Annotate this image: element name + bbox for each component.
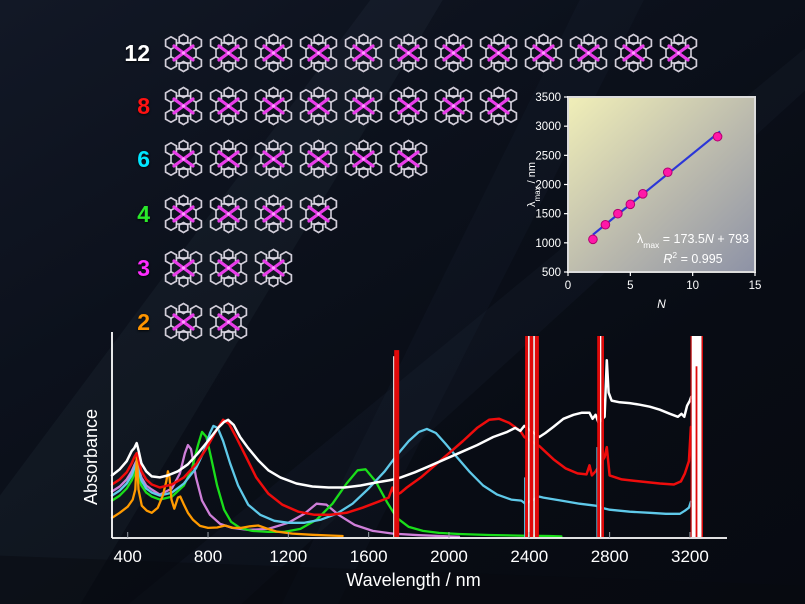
molecule-count-label: 12: [124, 39, 150, 66]
data-point: [712, 131, 723, 142]
data-point: [638, 189, 648, 199]
solvent-artifact-bar: [528, 336, 530, 537]
solvent-artifact-bar: [534, 336, 539, 537]
porphyrin-tape-series: 12 8 6 4 3 2: [0, 33, 701, 342]
solvent-artifact-bar: [524, 477, 526, 537]
molecule-row-6: 6: [0, 139, 431, 179]
molecule-count-label: 4: [137, 200, 150, 227]
molecule-count-label: 3: [137, 254, 150, 281]
porphyrin-tape: [164, 139, 428, 179]
x-tick-label: 2400: [510, 547, 548, 566]
inset-y-tick-label: 3000: [535, 121, 561, 133]
inset-x-tick-label: 15: [749, 280, 762, 292]
solvent-artifact-bar: [690, 336, 692, 537]
spectrum-n-4: [110, 430, 563, 538]
molecule-count-label: 8: [137, 92, 150, 119]
solvent-artifact-bar: [597, 336, 600, 537]
inset-plot-area: [567, 96, 756, 273]
inset-y-tick-label: 1000: [535, 238, 561, 250]
inset-x-axis-label: N: [657, 297, 666, 311]
solvent-artifact-bar: [695, 366, 698, 537]
data-point: [600, 219, 611, 230]
molecule-row-4: 4: [0, 194, 341, 234]
molecule-row-12: 12: [0, 33, 701, 73]
absorption-spectra-chart: 400 800 1200 1600 2000 2400 2800 3200 Wavelength…: [81, 332, 727, 590]
solvent-artifact-bar: [393, 356, 395, 537]
solvent-artifact-bar: [600, 336, 602, 537]
data-point: [613, 208, 623, 219]
inset-y-tick-label: 500: [542, 267, 561, 279]
data-point: [662, 167, 673, 178]
solvent-artifact-bar: [596, 447, 598, 537]
porphyrin-tape: [164, 33, 699, 73]
inset-y-axis-label: λmax / nm: [526, 162, 542, 207]
inset-y-tick-label: 1500: [535, 209, 561, 221]
porphyrin-tape: [164, 194, 338, 234]
inset-y-tick-label: 3500: [535, 92, 561, 104]
molecule-row-8: 8: [0, 86, 521, 126]
molecule-count-label: 2: [137, 308, 150, 335]
solvent-artifact-bar: [394, 350, 400, 537]
solvent-artifact-bar: [533, 336, 535, 537]
x-tick-label: 800: [194, 547, 222, 566]
solvent-artifact-bar: [601, 336, 604, 537]
molecule-row-2: 2: [0, 302, 251, 342]
inset-x-tick-label: 5: [627, 280, 633, 292]
lambda-max-vs-n-inset-chart: 500 1000 1500 2000 2500 3000 3500 0 5 10 15 λmax / …: [526, 92, 762, 311]
inset-x-tick-label: 10: [686, 280, 699, 292]
inset-x-tick-label: 0: [565, 280, 571, 292]
fit-r-squared: R2 = 0.995: [663, 250, 722, 266]
x-tick-label: 400: [114, 547, 142, 566]
fit-equation: λmax = 173.5N + 793: [637, 232, 749, 250]
porphyrin-tape: [164, 86, 519, 126]
molecule-row-3: 3: [0, 248, 296, 288]
porphyrin-tape: [164, 248, 293, 288]
solvent-artifact-bar: [701, 336, 703, 537]
fit-line: [592, 130, 721, 236]
spectrum-n-8: [110, 417, 693, 517]
spectrum-n-12: [110, 358, 693, 489]
spectrum-n-2: [110, 454, 344, 538]
y-axis-label: Absorbance: [81, 409, 101, 505]
x-tick-label: 3200: [671, 547, 709, 566]
solvent-artifact-bar: [525, 336, 529, 537]
x-tick-label: 1200: [269, 547, 307, 566]
solvent-artifact-bar: [529, 336, 534, 537]
x-tick-label: 1600: [350, 547, 388, 566]
spectrum-n-6: [110, 424, 693, 524]
inset-y-tick-label: 2000: [535, 180, 561, 192]
data-point: [625, 199, 636, 210]
x-tick-label: 2000: [430, 547, 468, 566]
inset-y-tick-label: 2500: [535, 150, 561, 162]
x-tick-label: 2800: [591, 547, 629, 566]
molecule-count-label: 6: [137, 145, 150, 172]
data-point: [588, 234, 598, 245]
x-axis-label: Wavelength / nm: [346, 570, 480, 590]
